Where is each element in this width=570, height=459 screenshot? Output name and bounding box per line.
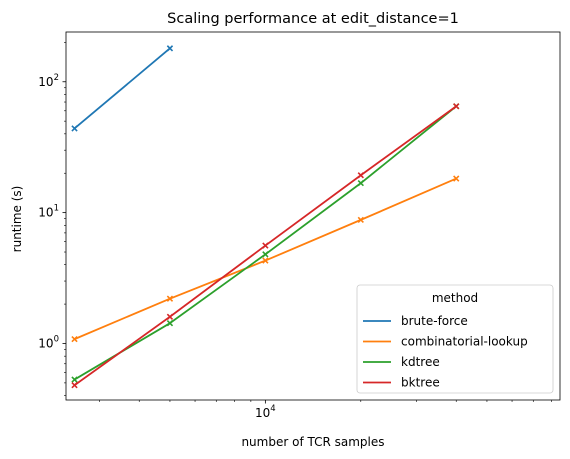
data-point-bktree — [357, 172, 364, 179]
data-point-kdtree — [262, 251, 269, 258]
data-point-brute-force — [166, 45, 174, 52]
x-tick-label: 104 — [255, 404, 276, 420]
series-line-brute-force — [73, 47, 171, 130]
data-point-kdtree — [166, 319, 174, 327]
data-point-combinatorial-lookup — [166, 295, 174, 302]
legend-title: method — [432, 291, 478, 305]
y-tick-label: 100 — [38, 334, 59, 350]
legend-box — [356, 284, 554, 394]
y-axis-label: runtime (s) — [10, 186, 24, 253]
y-tick-label: 101 — [38, 204, 59, 220]
data-point-bktree — [71, 382, 78, 389]
legend-label-bktree: bktree — [401, 376, 440, 390]
plot-area: 104 100 101 102 — [38, 31, 561, 420]
data-point-combinatorial-lookup — [453, 175, 460, 182]
data-point-bktree — [262, 242, 269, 249]
data-point-combinatorial-lookup — [262, 257, 269, 264]
legend-label-combinatorial-lookup: combinatorial-lookup — [401, 335, 528, 349]
data-point-brute-force — [71, 125, 78, 132]
legend: method brute-force combinatorial-lookup kdt… — [356, 284, 554, 394]
chart-title: Scaling performance at edit_distance=1 — [167, 11, 459, 27]
data-point-kdtree — [357, 179, 364, 187]
data-point-kdtree — [71, 376, 78, 383]
axes-frame — [65, 31, 561, 401]
x-axis-label: number of TCR samples — [241, 435, 384, 449]
data-point-combinatorial-lookup — [357, 216, 364, 224]
data-point-bktree — [453, 103, 460, 110]
y-tick-label: 102 — [38, 73, 59, 89]
legend-label-kdtree: kdtree — [401, 355, 440, 369]
data-point-bktree — [166, 313, 174, 320]
data-point-combinatorial-lookup — [71, 335, 78, 343]
legend-label-brute-force: brute-force — [401, 314, 468, 328]
